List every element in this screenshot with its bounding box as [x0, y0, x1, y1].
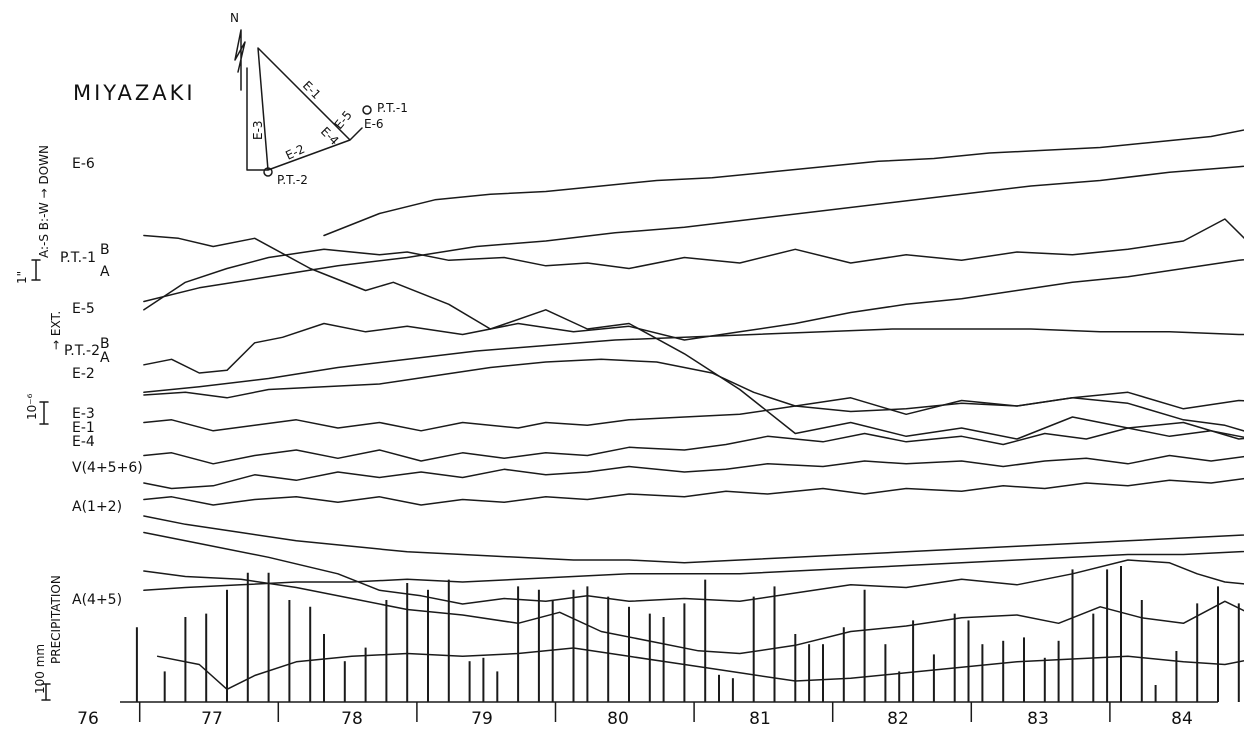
tilt-scale-label: 1"	[15, 271, 29, 284]
series-line-14	[143, 570, 1244, 655]
precipitation-scale-bar	[41, 683, 51, 701]
station-triangle	[246, 47, 363, 171]
x-tick-label-83: 83	[1027, 709, 1049, 729]
x-tick-label-84: 84	[1171, 709, 1193, 729]
pt1-marker	[362, 105, 372, 115]
series-line-15	[156, 647, 1244, 691]
x-tick-label-79: 79	[471, 709, 493, 729]
series-labels: E-6P.T.-1 BAE-5P.T.-2 BAE-2E-3E-1E-4V(4+5+…	[60, 156, 143, 608]
series-label-5: P.T.-2	[64, 343, 100, 359]
chart-title: MIYAZAKI	[73, 81, 196, 105]
point-pt1-label: P.T.-1	[377, 101, 408, 115]
x-tick-label-76: 76	[77, 709, 99, 729]
x-tick-label-78: 78	[341, 709, 363, 729]
series-label-11: E-4	[72, 434, 95, 450]
north-arrow	[234, 29, 246, 91]
station-map: N E-1 E-2 E-3 E-4 E-5 E-6 P.T.-1 P.T.-2	[230, 11, 408, 187]
pt2-marker	[263, 167, 273, 177]
x-axis: 76 77 78 79 80 81 82 83 84	[77, 701, 1218, 729]
series-label-8: E-2	[72, 366, 95, 382]
edge-e1-label: E-1	[300, 78, 324, 102]
series-line-11	[143, 515, 1244, 564]
strain-scale-bar	[39, 401, 49, 425]
edge-e3-label: E-3	[251, 120, 265, 140]
series-line-1	[143, 165, 1244, 303]
precipitation-axis-label: PRECIPITATION	[49, 575, 63, 664]
series-line-4	[143, 259, 1244, 374]
series-label-13: A(1+2)	[72, 499, 122, 515]
series-label-1: P.T.-1	[60, 250, 96, 266]
series-label-14: A(4+5)	[72, 592, 122, 608]
series-label-0: E-6	[72, 156, 95, 172]
series-line-10	[143, 477, 1244, 506]
series-label-3: A	[100, 264, 110, 280]
x-tick-label-77: 77	[201, 709, 223, 729]
precipitation-scale-label: 100 mm	[33, 644, 47, 694]
point-pt2-label: P.T.-2	[277, 173, 308, 187]
x-tick-label-80: 80	[607, 709, 629, 729]
tilt-scale-bar	[31, 259, 41, 281]
series-line-5	[143, 328, 1244, 394]
edge-e6-label: E-6	[364, 117, 384, 131]
tilt-direction-note: A:-S B:-W → DOWN	[37, 145, 51, 258]
series-line-2	[143, 218, 1244, 311]
series-label-4: E-5	[72, 301, 95, 317]
series-label-7: A	[100, 350, 110, 366]
series-line-13	[143, 550, 1244, 592]
left-scales: A:-S B:-W → DOWN 1" → EXT. 10⁻⁶ PRECIPIT…	[15, 145, 63, 701]
x-tick-label-82: 82	[887, 709, 909, 729]
series-line-8	[143, 427, 1244, 465]
series-line-3	[323, 129, 1244, 237]
edge-e5-label: E-5	[332, 108, 355, 132]
strain-direction-note: → EXT.	[49, 311, 63, 350]
series-line-6	[143, 358, 1244, 432]
series-label-2: B	[100, 242, 110, 258]
series-line-9	[143, 454, 1244, 490]
series-lines	[143, 129, 1244, 691]
series-label-9: E-3	[72, 406, 95, 422]
x-tick-label-81: 81	[749, 709, 771, 729]
series-line-7	[143, 391, 1244, 432]
series-label-6: B	[100, 336, 110, 352]
precipitation-bars	[135, 566, 1240, 702]
series-label-10: E-1	[72, 420, 95, 436]
series-line-12	[143, 531, 1244, 605]
strain-scale-label: 10⁻⁶	[25, 393, 39, 420]
series-label-12: V(4+5+6)	[72, 460, 143, 476]
edge-e2-label: E-2	[283, 142, 307, 163]
north-label: N	[230, 11, 239, 25]
